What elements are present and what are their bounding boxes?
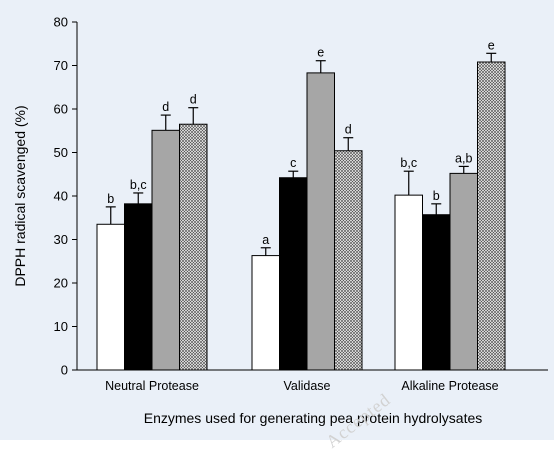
y-tick-label: 30: [54, 232, 68, 247]
y-axis-title: DPPH radical scavenged (%): [12, 105, 28, 286]
bar: [96, 223, 125, 371]
significance-label: a,b: [455, 151, 472, 165]
category-label: Alkaline Protease: [401, 379, 498, 393]
bar: [422, 214, 451, 371]
bar: [306, 72, 335, 371]
bar: [449, 172, 478, 371]
bar: [124, 203, 153, 371]
y-tick-label: 0: [61, 363, 68, 378]
y-tick-label: 10: [54, 319, 68, 334]
y-tick-label: 80: [54, 15, 68, 30]
significance-label: d: [345, 123, 352, 137]
significance-label: e: [488, 38, 495, 52]
significance-label: e: [317, 46, 324, 60]
y-tick-label: 20: [54, 276, 68, 291]
bar: [477, 61, 506, 371]
bar: [394, 194, 423, 371]
bar: [151, 129, 180, 371]
category-label: Validase: [283, 379, 330, 393]
y-tick-label: 70: [54, 58, 68, 73]
significance-label: b,c: [400, 156, 417, 170]
plot-area: 0 10 20 30 40 50 60 70 80 b b,c d d Neutral Protease a…: [54, 15, 548, 393]
bar: [334, 150, 363, 371]
y-tick-label: 50: [54, 145, 68, 160]
bar: [251, 255, 280, 371]
bar: [279, 177, 308, 371]
significance-label: b: [433, 189, 440, 203]
significance-label: b: [107, 192, 114, 206]
bar-chart: 0 10 20 30 40 50 60 70 80 b b,c d d Neutral Protease a…: [12, 15, 548, 426]
category-label: Neutral Protease: [105, 379, 199, 393]
significance-label: c: [290, 156, 296, 170]
significance-label: d: [190, 93, 197, 107]
significance-label: b,c: [130, 178, 147, 192]
y-tick-label: 40: [54, 189, 68, 204]
significance-label: d: [162, 100, 169, 114]
y-tick-label: 60: [54, 102, 68, 117]
significance-label: a: [262, 233, 269, 247]
x-axis-title: Enzymes used for generating pea protein …: [144, 410, 483, 426]
bar: [179, 123, 208, 371]
